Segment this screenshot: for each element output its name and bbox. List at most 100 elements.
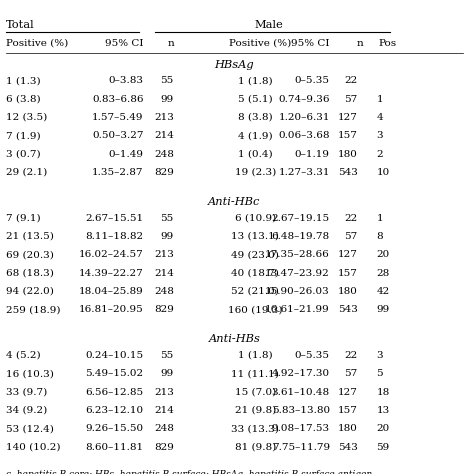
- Text: 2: 2: [376, 150, 383, 159]
- Text: 213: 213: [154, 113, 174, 122]
- Text: 6.56–12.85: 6.56–12.85: [85, 388, 144, 397]
- Text: 4 (1.9): 4 (1.9): [238, 131, 273, 140]
- Text: 160 (19.3): 160 (19.3): [228, 305, 283, 314]
- Text: 829: 829: [154, 305, 174, 314]
- Text: Anti-HBc: Anti-HBc: [208, 197, 261, 207]
- Text: 213: 213: [154, 388, 174, 397]
- Text: 22: 22: [345, 76, 358, 85]
- Text: 127: 127: [338, 388, 358, 397]
- Text: 99: 99: [161, 369, 174, 378]
- Text: 69 (20.3): 69 (20.3): [6, 250, 54, 259]
- Text: 0–1.19: 0–1.19: [295, 150, 330, 159]
- Text: 18: 18: [376, 388, 390, 397]
- Text: 213: 213: [154, 250, 174, 259]
- Text: 1.57–5.49: 1.57–5.49: [92, 113, 144, 122]
- Text: 0–5.35: 0–5.35: [295, 76, 330, 85]
- Text: 829: 829: [154, 168, 174, 177]
- Text: 6 (3.8): 6 (3.8): [6, 95, 41, 104]
- Text: 8 (3.8): 8 (3.8): [238, 113, 273, 122]
- Text: n: n: [168, 39, 175, 48]
- Text: 5 (5.1): 5 (5.1): [238, 95, 273, 104]
- Text: 9.26–15.50: 9.26–15.50: [85, 424, 144, 433]
- Text: 1 (1.3): 1 (1.3): [6, 76, 41, 85]
- Text: 12 (3.5): 12 (3.5): [6, 113, 47, 122]
- Text: 3.61–10.48: 3.61–10.48: [272, 388, 330, 397]
- Text: 53 (12.4): 53 (12.4): [6, 424, 54, 433]
- Text: 18.04–25.89: 18.04–25.89: [79, 287, 144, 296]
- Text: 15 (7.0): 15 (7.0): [235, 388, 276, 397]
- Text: 16 (10.3): 16 (10.3): [6, 369, 54, 378]
- Text: 127: 127: [338, 250, 358, 259]
- Text: 7 (9.1): 7 (9.1): [6, 214, 41, 223]
- Text: 3: 3: [376, 131, 383, 140]
- Text: 52 (21.0): 52 (21.0): [231, 287, 279, 296]
- Text: Anti-HBs: Anti-HBs: [209, 334, 260, 345]
- Text: 11 (11.1): 11 (11.1): [231, 369, 279, 378]
- Text: 4.92–17.30: 4.92–17.30: [272, 369, 330, 378]
- Text: 180: 180: [338, 150, 358, 159]
- Text: 99: 99: [376, 305, 390, 314]
- Text: 5: 5: [376, 369, 383, 378]
- Text: 95% CI: 95% CI: [292, 39, 330, 48]
- Text: 3 (0.7): 3 (0.7): [6, 150, 41, 159]
- Text: 1.27–3.31: 1.27–3.31: [278, 168, 330, 177]
- Text: 33 (13.3): 33 (13.3): [231, 424, 279, 433]
- Text: 0.50–3.27: 0.50–3.27: [92, 131, 144, 140]
- Text: 140 (10.2): 140 (10.2): [6, 443, 61, 452]
- Text: 21 (13.5): 21 (13.5): [6, 232, 54, 241]
- Text: 4: 4: [376, 113, 383, 122]
- Text: 21 (9.8): 21 (9.8): [235, 406, 276, 415]
- Text: 20: 20: [376, 250, 390, 259]
- Text: 19 (2.3): 19 (2.3): [235, 168, 276, 177]
- Text: 4 (5.2): 4 (5.2): [6, 351, 41, 360]
- Text: 13.47–23.92: 13.47–23.92: [265, 269, 330, 278]
- Text: 57: 57: [345, 369, 358, 378]
- Text: 13: 13: [376, 406, 390, 415]
- Text: 94 (22.0): 94 (22.0): [6, 287, 54, 296]
- Text: 28: 28: [376, 269, 390, 278]
- Text: Male: Male: [255, 20, 283, 30]
- Text: 6.48–19.78: 6.48–19.78: [272, 232, 330, 241]
- Text: 2.67–15.51: 2.67–15.51: [85, 214, 144, 223]
- Text: 180: 180: [338, 424, 358, 433]
- Text: 68 (18.3): 68 (18.3): [6, 269, 54, 278]
- Text: 55: 55: [161, 351, 174, 360]
- Text: 0–1.49: 0–1.49: [109, 150, 144, 159]
- Text: 3: 3: [376, 351, 383, 360]
- Text: 5.49–15.02: 5.49–15.02: [85, 369, 144, 378]
- Text: 157: 157: [338, 269, 358, 278]
- Text: 1 (1.8): 1 (1.8): [238, 76, 273, 85]
- Text: 157: 157: [338, 131, 358, 140]
- Text: 248: 248: [154, 150, 174, 159]
- Text: 55: 55: [161, 214, 174, 223]
- Text: 16.81–20.95: 16.81–20.95: [79, 305, 144, 314]
- Text: 22: 22: [345, 214, 358, 223]
- Text: 0–3.83: 0–3.83: [109, 76, 144, 85]
- Text: 1.20–6.31: 1.20–6.31: [278, 113, 330, 122]
- Text: 180: 180: [338, 287, 358, 296]
- Text: 6 (10.9): 6 (10.9): [235, 214, 276, 223]
- Text: 214: 214: [154, 269, 174, 278]
- Text: 0.06–3.68: 0.06–3.68: [278, 131, 330, 140]
- Text: 1: 1: [376, 214, 383, 223]
- Text: 8.11–18.82: 8.11–18.82: [85, 232, 144, 241]
- Text: 55: 55: [161, 76, 174, 85]
- Text: 49 (23.0): 49 (23.0): [231, 250, 279, 259]
- Text: c, hepatitis B core; HBs, hepatitis B surface; HBsAg, hepatitis B surface antige: c, hepatitis B core; HBs, hepatitis B su…: [6, 470, 375, 474]
- Text: 0.83–6.86: 0.83–6.86: [92, 95, 144, 104]
- Text: 16.61–21.99: 16.61–21.99: [265, 305, 330, 314]
- Text: n: n: [357, 39, 364, 48]
- Text: 34 (9.2): 34 (9.2): [6, 406, 47, 415]
- Text: 1.35–2.87: 1.35–2.87: [92, 168, 144, 177]
- Text: 57: 57: [345, 232, 358, 241]
- Text: 2.67–19.15: 2.67–19.15: [272, 214, 330, 223]
- Text: 7.75–11.79: 7.75–11.79: [272, 443, 330, 452]
- Text: 829: 829: [154, 443, 174, 452]
- Text: 7 (1.9): 7 (1.9): [6, 131, 41, 140]
- Text: 543: 543: [338, 305, 358, 314]
- Text: 81 (9.8): 81 (9.8): [235, 443, 276, 452]
- Text: 248: 248: [154, 424, 174, 433]
- Text: 543: 543: [338, 443, 358, 452]
- Text: 0–5.35: 0–5.35: [295, 351, 330, 360]
- Text: Positive (%): Positive (%): [6, 39, 68, 48]
